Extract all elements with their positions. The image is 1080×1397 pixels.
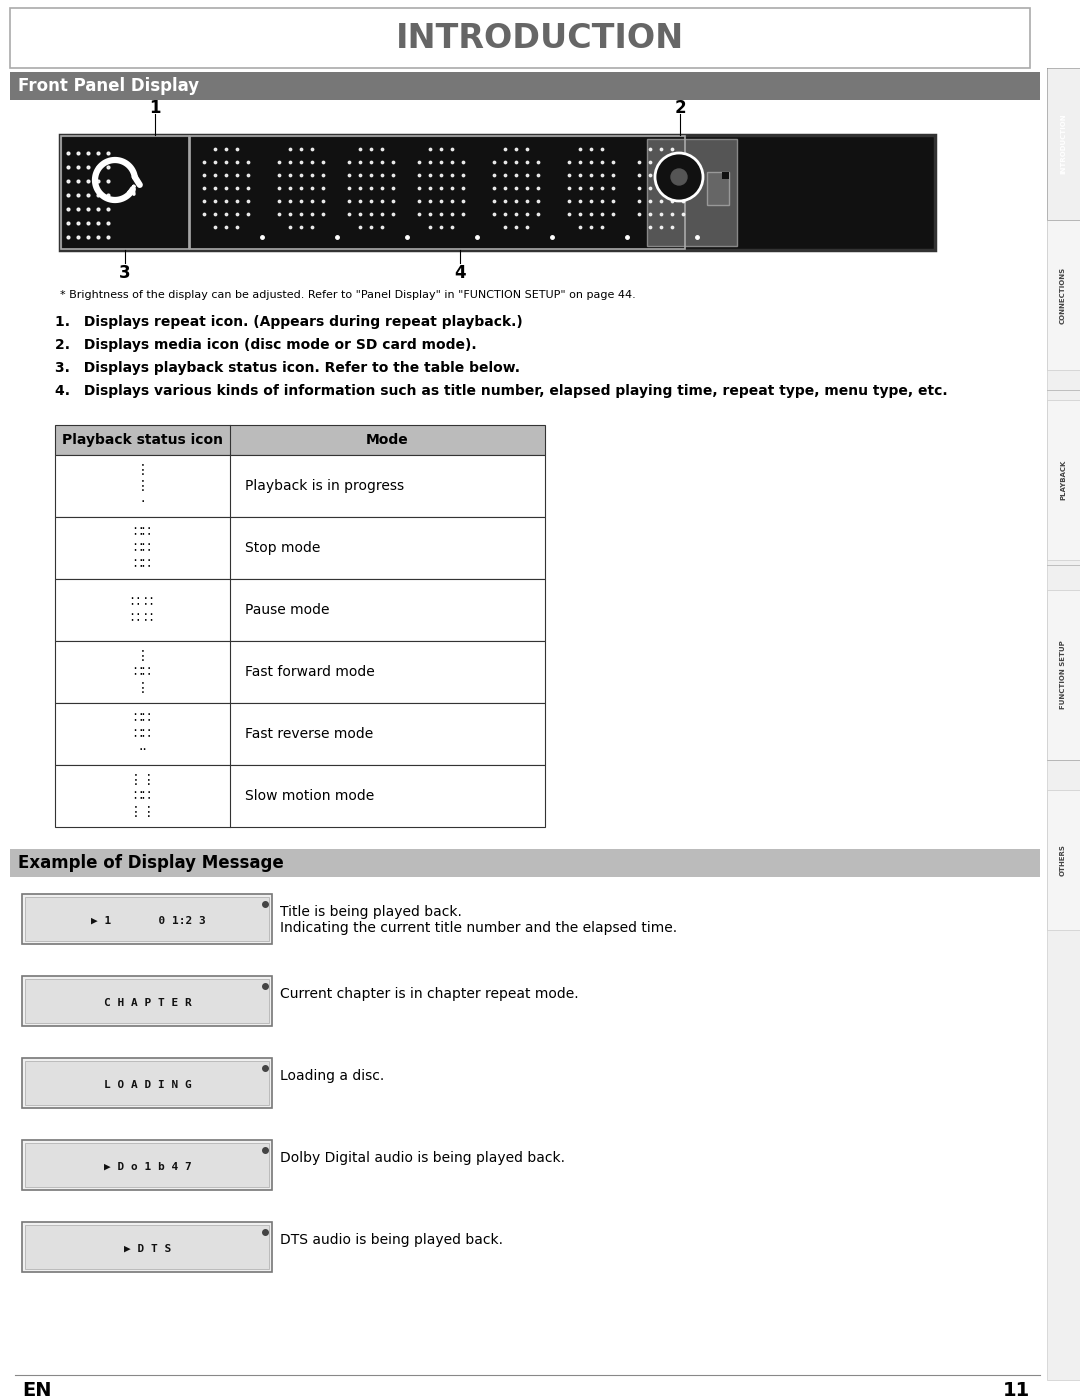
Bar [25,1060,269,1105]
Bar [10,73,1040,101]
Bar [1047,789,1080,930]
Text: ∷∷
∷∷
⋅⋅: ∷∷ ∷∷ ⋅⋅ [134,711,151,757]
Text: Slow motion mode: Slow motion mode [245,789,375,803]
Bar [707,172,729,205]
Bar [55,641,545,703]
Bar [22,1222,272,1273]
Circle shape [654,154,703,201]
Bar [1047,590,1080,760]
Text: 11: 11 [1002,1380,1030,1397]
Bar [55,703,545,766]
Text: ▶ D T S: ▶ D T S [124,1243,172,1255]
Text: Playback status icon: Playback status icon [62,433,222,447]
Text: Indicating the current title number and the elapsed time.: Indicating the current title number and … [280,921,677,935]
Bar [1047,400,1080,560]
Text: Playback is in progress: Playback is in progress [245,479,404,493]
Text: 3. Displays playback status icon. Refer to the table below.: 3. Displays playback status icon. Refer … [55,360,519,374]
Bar [647,138,737,246]
Text: Stop mode: Stop mode [245,541,321,555]
Bar [1047,68,1080,1380]
Text: Fast forward mode: Fast forward mode [245,665,375,679]
Text: ∷ ∷
∷ ∷: ∷ ∷ ∷ ∷ [132,595,153,624]
Bar [723,172,729,179]
Bar [60,136,935,250]
Bar [25,897,269,942]
Text: * Brightness of the display can be adjusted. Refer to "Panel Display" in "FUNCTI: * Brightness of the display can be adjus… [60,291,636,300]
Bar [1047,219,1080,370]
Text: 1. Displays repeat icon. (Appears during repeat playback.): 1. Displays repeat icon. (Appears during… [55,314,523,330]
Text: Loading a disc.: Loading a disc. [280,1069,384,1083]
Text: 1: 1 [149,99,161,117]
Text: ⋮
⋮
⋅: ⋮ ⋮ ⋅ [136,462,149,509]
Bar [190,136,685,249]
Text: FUNCTION SETUP: FUNCTION SETUP [1059,641,1066,710]
Text: L O A D I N G: L O A D I N G [104,1080,192,1090]
Bar [55,578,545,641]
Bar [55,455,545,517]
Bar [25,1143,269,1187]
Bar [55,425,545,455]
Bar [22,1140,272,1190]
Text: Mode: Mode [366,433,409,447]
Bar [25,1225,269,1268]
Text: ⋮⋮
∷∷
⋮⋮: ⋮⋮ ∷∷ ⋮⋮ [129,773,157,819]
Text: 2. Displays media icon (disc mode or SD card mode).: 2. Displays media icon (disc mode or SD … [55,338,476,352]
Text: ∷∷
∷∷
∷∷: ∷∷ ∷∷ ∷∷ [134,525,151,571]
Text: Example of Display Message: Example of Display Message [18,854,284,872]
Text: ▶ D o 1 b 4 7: ▶ D o 1 b 4 7 [104,1162,192,1172]
Text: ⋮
∷∷
⋮: ⋮ ∷∷ ⋮ [134,648,151,696]
Bar [25,979,269,1023]
Text: 2: 2 [674,99,686,117]
Text: 4. Displays various kinds of information such as title number, elapsed playing t: 4. Displays various kinds of information… [55,384,947,398]
Text: CONNECTIONS: CONNECTIONS [1059,267,1066,324]
Circle shape [671,169,687,184]
Text: Pause mode: Pause mode [245,604,329,617]
Bar [1047,68,1080,219]
Text: OTHERS: OTHERS [1059,844,1066,876]
Text: EN: EN [22,1380,52,1397]
Bar [22,977,272,1025]
Bar [60,136,189,249]
Text: DTS audio is being played back.: DTS audio is being played back. [280,1234,503,1248]
Text: C H A P T E R: C H A P T E R [104,997,192,1009]
Text: PLAYBACK: PLAYBACK [1059,460,1066,500]
Text: 3: 3 [119,264,131,282]
Text: ▶ 1       0 1:2 3: ▶ 1 0 1:2 3 [91,916,205,926]
Text: Front Panel Display: Front Panel Display [18,77,199,95]
Bar [10,8,1030,68]
Text: Fast reverse mode: Fast reverse mode [245,726,374,740]
Text: INTRODUCTION: INTRODUCTION [396,21,684,54]
Text: Title is being played back.: Title is being played back. [280,905,462,919]
Bar [55,766,545,827]
Text: Dolby Digital audio is being played back.: Dolby Digital audio is being played back… [280,1151,565,1165]
Bar [55,517,545,578]
Bar [10,849,1040,877]
Text: INTRODUCTION: INTRODUCTION [1059,113,1066,175]
Text: Current chapter is in chapter repeat mode.: Current chapter is in chapter repeat mod… [280,988,579,1002]
Bar [22,1058,272,1108]
Bar [22,894,272,944]
Text: 4: 4 [455,264,465,282]
